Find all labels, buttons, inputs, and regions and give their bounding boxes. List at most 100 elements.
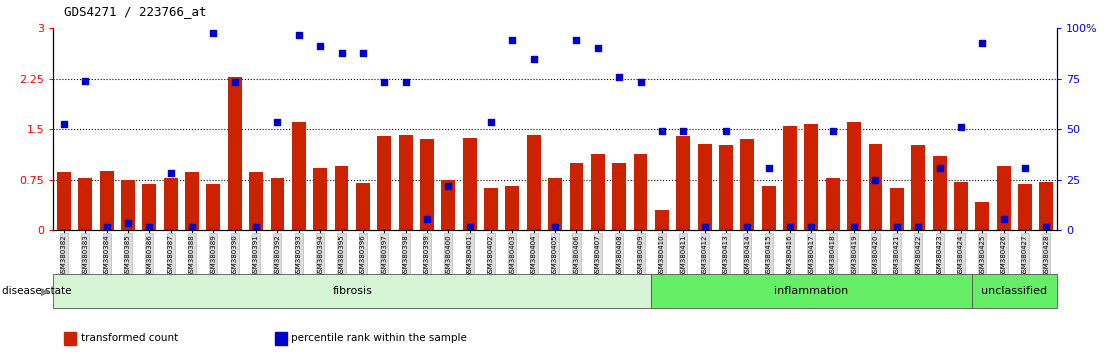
Bar: [79, 178, 92, 230]
Point: [162, 170, 179, 176]
Point: [760, 165, 778, 171]
Bar: [378, 136, 391, 230]
Bar: [356, 183, 370, 230]
Bar: [270, 178, 285, 230]
Bar: [719, 145, 732, 230]
Point: [503, 37, 521, 42]
Bar: [591, 154, 605, 230]
Bar: [164, 178, 177, 230]
Bar: [933, 156, 946, 230]
Point: [974, 40, 992, 46]
Bar: [634, 154, 647, 230]
Point: [119, 221, 136, 226]
Bar: [121, 180, 135, 230]
Point: [76, 78, 94, 84]
Bar: [570, 163, 584, 230]
Bar: [762, 187, 776, 230]
Point: [205, 30, 223, 36]
Bar: [1018, 184, 1032, 230]
Point: [995, 216, 1013, 222]
Bar: [420, 139, 434, 230]
Bar: [228, 77, 242, 230]
Point: [55, 121, 73, 127]
Text: transformed count: transformed count: [81, 333, 178, 343]
Text: disease state: disease state: [2, 286, 72, 296]
Bar: [185, 172, 199, 230]
Bar: [975, 202, 989, 230]
Point: [1037, 224, 1055, 230]
Point: [675, 129, 692, 134]
Bar: [1039, 182, 1054, 230]
Bar: [890, 188, 904, 230]
Bar: [463, 138, 476, 230]
Point: [589, 46, 607, 51]
Point: [376, 79, 393, 85]
Point: [332, 50, 350, 56]
Point: [355, 50, 372, 56]
Bar: [100, 171, 113, 230]
Bar: [548, 178, 562, 230]
Bar: [249, 172, 263, 230]
Point: [567, 37, 585, 42]
Point: [290, 32, 308, 38]
Point: [910, 224, 927, 230]
Point: [824, 129, 842, 134]
Bar: [57, 172, 71, 230]
Point: [546, 224, 564, 230]
Text: percentile rank within the sample: percentile rank within the sample: [291, 333, 468, 343]
Bar: [869, 144, 882, 230]
Point: [717, 129, 735, 134]
Bar: [505, 187, 520, 230]
Bar: [655, 210, 669, 230]
Point: [482, 120, 500, 125]
Point: [141, 224, 158, 230]
Point: [461, 224, 479, 230]
Point: [440, 184, 458, 189]
Bar: [291, 122, 306, 230]
Bar: [783, 126, 797, 230]
Text: ▶: ▶: [41, 286, 50, 296]
Point: [226, 79, 244, 85]
Point: [247, 224, 265, 230]
Bar: [335, 166, 348, 230]
Point: [888, 224, 905, 230]
Bar: [954, 182, 968, 230]
Bar: [441, 180, 455, 230]
Point: [525, 56, 543, 62]
Bar: [676, 136, 690, 230]
Bar: [698, 144, 711, 230]
Bar: [825, 178, 840, 230]
Point: [802, 224, 820, 230]
Bar: [613, 163, 626, 230]
Text: unclassified: unclassified: [982, 286, 1047, 296]
Bar: [399, 135, 412, 230]
Point: [738, 224, 756, 230]
Point: [781, 224, 799, 230]
Bar: [911, 145, 925, 230]
Point: [653, 129, 670, 134]
Bar: [314, 167, 327, 230]
Point: [418, 216, 435, 222]
Text: inflammation: inflammation: [774, 286, 849, 296]
Point: [611, 74, 628, 80]
Point: [1016, 165, 1034, 171]
Point: [845, 224, 863, 230]
Point: [98, 224, 115, 230]
Bar: [142, 184, 156, 230]
Point: [632, 79, 649, 85]
Text: GDS4271 / 223766_at: GDS4271 / 223766_at: [64, 5, 207, 18]
Bar: [848, 122, 861, 230]
Bar: [997, 166, 1010, 230]
Bar: [804, 124, 819, 230]
Bar: [206, 184, 220, 230]
Bar: [526, 135, 541, 230]
Text: fibrosis: fibrosis: [332, 286, 372, 296]
Point: [952, 124, 970, 130]
Point: [268, 120, 286, 125]
Point: [183, 224, 201, 230]
Bar: [740, 139, 755, 230]
Bar: [484, 188, 497, 230]
Point: [696, 224, 714, 230]
Point: [866, 177, 884, 183]
Point: [311, 44, 329, 49]
